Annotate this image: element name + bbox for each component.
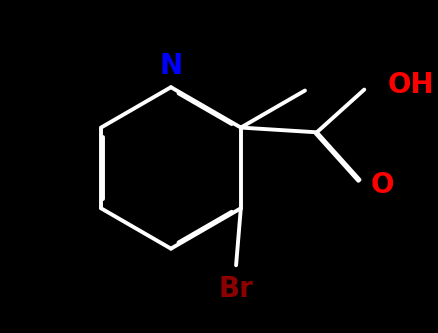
Text: Br: Br [218, 275, 253, 303]
Text: O: O [370, 170, 393, 198]
Text: N: N [159, 52, 182, 80]
Text: OH: OH [387, 71, 434, 99]
